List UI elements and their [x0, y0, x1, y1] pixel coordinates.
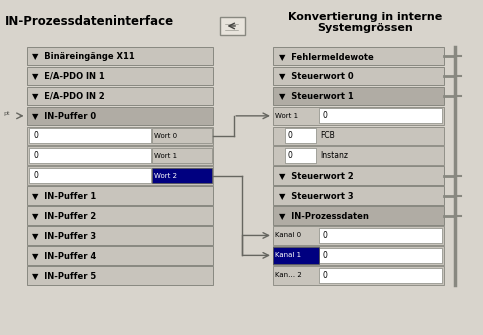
Text: Kan… 2: Kan… 2	[275, 272, 301, 278]
Text: 0: 0	[33, 151, 38, 160]
Bar	[273, 107, 444, 125]
Bar	[152, 168, 212, 183]
Bar	[152, 148, 212, 163]
Bar	[29, 168, 151, 183]
Bar	[273, 166, 444, 185]
Bar	[273, 127, 444, 145]
Text: FCB: FCB	[321, 131, 335, 140]
Text: ▼  Steuerwort 1: ▼ Steuerwort 1	[279, 91, 354, 100]
Text: ▼  IN-Prozessdaten: ▼ IN-Prozessdaten	[279, 211, 369, 220]
Bar	[273, 206, 444, 225]
Bar	[273, 47, 444, 65]
Bar	[273, 87, 444, 105]
Bar	[27, 226, 213, 245]
Text: 0: 0	[33, 131, 38, 140]
Text: ▼  Binäreingänge X11: ▼ Binäreingänge X11	[32, 52, 135, 61]
Text: 0: 0	[322, 111, 327, 120]
Bar	[319, 228, 442, 243]
Bar	[285, 148, 316, 163]
Bar	[29, 128, 151, 143]
Text: 0: 0	[287, 151, 292, 160]
Bar	[27, 87, 213, 105]
Text: ▼  E/A-PDO IN 1: ▼ E/A-PDO IN 1	[32, 71, 105, 80]
Bar	[29, 148, 151, 163]
Text: ▼  IN-Puffer 0: ▼ IN-Puffer 0	[32, 111, 97, 120]
Bar	[273, 67, 444, 85]
Bar	[319, 109, 442, 123]
Bar	[285, 128, 316, 143]
Bar	[27, 246, 213, 265]
Text: ▼  IN-Puffer 4: ▼ IN-Puffer 4	[32, 251, 97, 260]
Text: IN-Prozessdateninterface: IN-Prozessdateninterface	[5, 15, 174, 28]
Text: ▼  Fehlermeldewote: ▼ Fehlermeldewote	[279, 52, 373, 61]
Bar	[27, 266, 213, 284]
Text: Wort 0: Wort 0	[154, 133, 177, 139]
Text: ▼  IN-Puffer 3: ▼ IN-Puffer 3	[32, 231, 97, 240]
Bar	[27, 166, 213, 185]
Text: Wort 2: Wort 2	[154, 173, 177, 179]
Text: ▼  E/A-PDO IN 2: ▼ E/A-PDO IN 2	[32, 91, 105, 100]
Bar	[273, 266, 444, 284]
Bar	[27, 107, 213, 125]
Text: 0: 0	[287, 131, 292, 140]
Text: Kanal 0: Kanal 0	[275, 232, 301, 239]
Bar	[273, 146, 444, 165]
Bar	[27, 206, 213, 225]
Bar	[273, 247, 319, 264]
Text: pt: pt	[4, 111, 10, 116]
Bar	[27, 67, 213, 85]
Text: ▼  IN-Puffer 1: ▼ IN-Puffer 1	[32, 191, 97, 200]
Text: Wort 1: Wort 1	[275, 113, 298, 119]
Text: 0: 0	[33, 171, 38, 180]
Bar	[220, 17, 245, 35]
Bar	[152, 128, 212, 143]
Bar	[319, 268, 442, 283]
Text: 0: 0	[322, 231, 327, 240]
Bar	[273, 246, 444, 265]
Bar	[27, 186, 213, 205]
Bar	[27, 47, 213, 65]
Bar	[273, 186, 444, 205]
Text: Instanz: Instanz	[321, 151, 349, 160]
Text: 0: 0	[322, 251, 327, 260]
Text: ▼  IN-Puffer 5: ▼ IN-Puffer 5	[32, 271, 97, 280]
Bar	[27, 146, 213, 165]
Bar	[27, 127, 213, 145]
Text: ▼  Steuerwort 3: ▼ Steuerwort 3	[279, 191, 354, 200]
Bar	[273, 226, 444, 245]
Text: 0: 0	[322, 271, 327, 280]
Text: ▼  Steuerwort 0: ▼ Steuerwort 0	[279, 71, 354, 80]
Text: Wort 1: Wort 1	[154, 153, 177, 159]
Text: Kanal 1: Kanal 1	[275, 252, 301, 258]
Text: ▼  Steuerwort 2: ▼ Steuerwort 2	[279, 171, 354, 180]
Text: ▼  IN-Puffer 2: ▼ IN-Puffer 2	[32, 211, 97, 220]
Bar	[319, 248, 442, 263]
Text: Konvertierung in interne
Systemgrössen: Konvertierung in interne Systemgrössen	[287, 12, 442, 33]
